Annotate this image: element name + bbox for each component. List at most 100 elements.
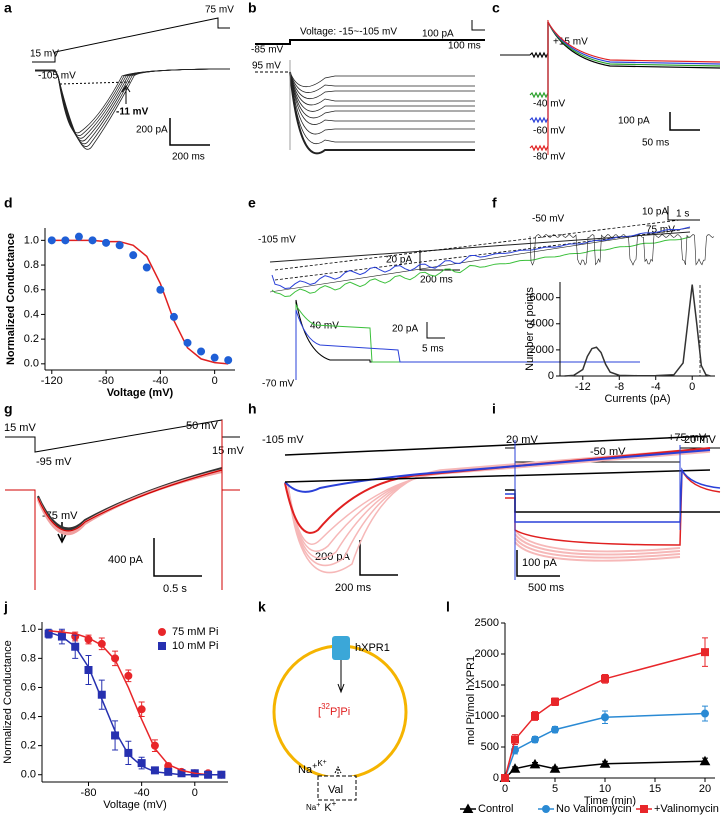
data-point — [169, 312, 178, 321]
scale-bar — [153, 538, 202, 577]
trace — [529, 21, 721, 99]
data-point — [509, 763, 521, 773]
trace — [289, 71, 475, 112]
trace — [529, 234, 715, 266]
trace — [289, 71, 475, 93]
trace — [514, 541, 681, 562]
trace — [287, 447, 711, 574]
trace — [289, 71, 475, 145]
transporter — [332, 636, 350, 660]
trace — [295, 303, 640, 380]
data-point — [501, 774, 509, 782]
data-point — [47, 236, 56, 245]
panel-label: e — [248, 195, 256, 211]
trace — [295, 309, 640, 380]
voltage-label: 15 mV — [212, 445, 244, 457]
protocol — [255, 39, 485, 45]
voltage-label: -50 mV — [532, 214, 565, 225]
y-tick-label: 1500 — [475, 679, 499, 691]
voltage-label: -95 mV — [36, 456, 72, 468]
scale-bar — [426, 322, 445, 339]
x-tick-label: -80 — [98, 375, 114, 387]
x-tick-label: 0 — [212, 375, 218, 387]
y-tick-label: 0.0 — [24, 358, 39, 370]
scale-label: 200 ms — [335, 582, 372, 594]
legend-marker — [158, 628, 166, 636]
text-part: K — [324, 802, 332, 814]
legend-marker — [462, 803, 474, 813]
y-tick-label: 500 — [481, 741, 499, 753]
protocol — [32, 17, 230, 63]
y-tick-label: 0 — [548, 370, 554, 382]
text-part: + — [312, 761, 317, 771]
voltage-label: +15 mV — [553, 37, 588, 48]
trace — [289, 71, 475, 87]
data-point — [701, 709, 709, 718]
voltage-label: 20 mV — [684, 434, 716, 446]
trace — [284, 469, 711, 483]
panel-label: k — [258, 599, 266, 615]
text-part: 32 — [321, 702, 330, 711]
data-point — [529, 758, 541, 769]
y-axis-label: Normalized Conductance — [5, 233, 17, 365]
voltage-label: -80 mV — [533, 152, 566, 163]
panel-label: l — [446, 599, 450, 615]
voltage-label: +75 mV — [668, 432, 707, 444]
y-axis-label: Normalized Conductance — [2, 640, 14, 764]
y-tick-label: 1.0 — [21, 623, 36, 635]
trace — [271, 236, 691, 298]
y-tick-label: 0.4 — [24, 308, 39, 320]
scale-bar — [169, 118, 210, 146]
text-part: + — [332, 799, 337, 808]
trace — [271, 226, 691, 289]
series-line — [504, 712, 706, 779]
scale-bar — [669, 112, 700, 131]
scale-label: 400 pA — [108, 554, 144, 566]
scale-label: 1 s — [676, 209, 689, 220]
legend-label: 75 mM Pi — [172, 626, 218, 638]
trace — [289, 71, 475, 99]
trace — [505, 489, 720, 513]
x-axis-label: Voltage (mV) — [103, 799, 167, 811]
scale-label: 20 pA — [386, 255, 412, 266]
y-tick-label: 1000 — [475, 710, 499, 722]
y-tick-label: 1.0 — [24, 234, 39, 246]
x-tick-label: 20 — [699, 783, 711, 795]
x-axis-label: Currents (pA) — [604, 393, 670, 405]
scale-bar — [516, 550, 560, 577]
panel-label: d — [4, 195, 13, 211]
data-point — [599, 758, 611, 768]
trace — [289, 71, 475, 119]
voltage-label: -105 mV — [262, 434, 304, 446]
x-axis-label: Time (min) — [584, 795, 636, 807]
scale-label: 5 ms — [422, 344, 444, 355]
text-part: Na — [298, 764, 313, 776]
x-axis-label: Voltage (mV) — [107, 387, 174, 399]
trace — [37, 470, 223, 534]
panel-label: c — [492, 0, 500, 16]
data-point — [142, 263, 151, 272]
protocol — [505, 447, 720, 463]
trace — [221, 420, 240, 590]
text-part: K — [317, 759, 323, 768]
voltage-label: -105 mV — [258, 235, 296, 246]
trace — [289, 71, 475, 125]
y-tick-label: 4000 — [530, 318, 554, 330]
y-tick-label: 2000 — [530, 344, 554, 356]
trace — [295, 299, 640, 380]
panel-label: g — [4, 401, 13, 417]
panel-label: f — [492, 195, 497, 211]
trace — [514, 537, 681, 559]
data-point — [601, 674, 609, 683]
x-tick-label: 10 — [599, 783, 611, 795]
data-point — [531, 712, 539, 720]
y-tick-label: 2500 — [475, 617, 499, 629]
reversal-label: -11 mV — [116, 107, 149, 118]
voltage-label: 95 mV — [252, 61, 281, 72]
scale-label: 500 ms — [528, 582, 565, 594]
y-tick-label: 0.2 — [24, 333, 39, 345]
data-point — [551, 697, 559, 706]
x-tick-label: 15 — [649, 783, 661, 795]
series-line — [48, 631, 222, 776]
